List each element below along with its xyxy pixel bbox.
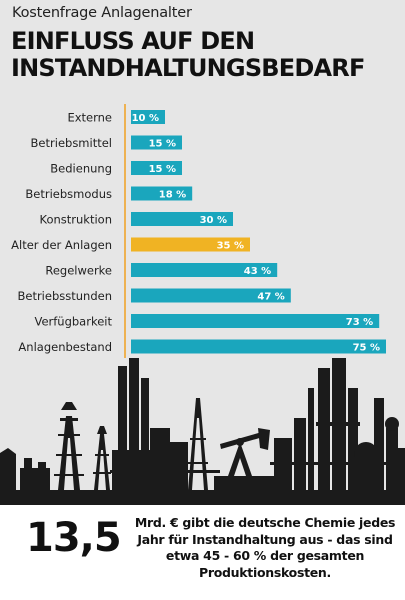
category-label: Regelwerke — [45, 264, 112, 278]
category-label: Betriebsmittel — [31, 136, 112, 150]
data-label: 30 % — [200, 215, 227, 226]
category-label: Betriebsmodus — [25, 187, 112, 201]
footer-box: 13,5 Mrd. € gibt die deutsche Chemie jed… — [0, 505, 405, 600]
big-number: 13,5 — [26, 515, 122, 561]
category-label: Bedienung — [50, 162, 112, 176]
category-label: Alter der Anlagen — [11, 238, 112, 252]
kicker: Kostenfrage Anlagenalter — [12, 5, 192, 21]
category-label: Anlagenbestand — [18, 340, 112, 354]
bar — [131, 263, 278, 277]
footer-text: Mrd. € gibt die deutsche Chemie jedes Ja… — [134, 515, 396, 580]
data-label: 10 % — [132, 113, 159, 124]
category-label: Externe — [67, 111, 112, 125]
bar-chart: Externe 10 % Betriebsmittel 15 % Bedienung 15… — [11, 104, 386, 358]
bar — [131, 110, 165, 124]
bar — [131, 212, 233, 226]
data-label: 18 % — [159, 190, 186, 201]
industrial-skyline-icon — [0, 358, 405, 508]
data-label: 15 % — [149, 139, 176, 150]
data-label: 73 % — [346, 317, 373, 328]
page-title: EINFLUSS AUF DEN INSTANDHALTUNGSBEDARF — [11, 27, 365, 82]
bar — [131, 314, 380, 328]
data-label: 15 % — [149, 164, 176, 175]
bar — [131, 288, 291, 303]
bar — [131, 161, 182, 175]
bar — [131, 135, 182, 150]
category-label: Betriebsstunden — [17, 289, 112, 303]
bar — [131, 186, 193, 201]
data-label: 35 % — [217, 241, 244, 252]
data-label: 75 % — [353, 343, 380, 354]
category-label: Verfügbarkeit — [34, 315, 112, 329]
bar — [131, 339, 386, 354]
category-label: Konstruktion — [40, 213, 113, 227]
data-label: 43 % — [244, 266, 271, 277]
data-label: 47 % — [257, 292, 284, 303]
bar — [131, 237, 250, 252]
